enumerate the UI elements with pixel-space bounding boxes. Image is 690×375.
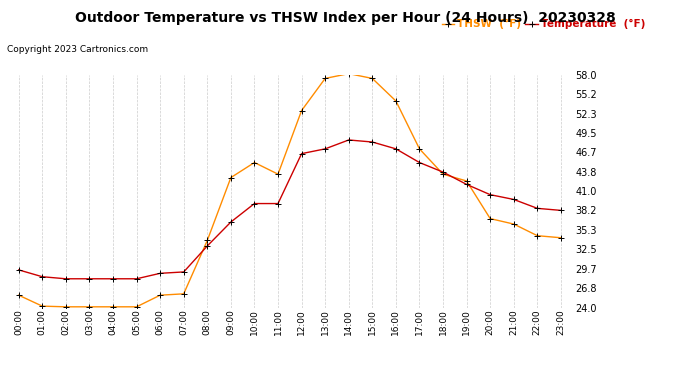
- Temperature  (°F): [415, 160, 424, 165]
- Temperature  (°F): [486, 192, 494, 197]
- Temperature  (°F): [368, 140, 377, 144]
- Temperature  (°F): [297, 152, 306, 156]
- Temperature  (°F): [14, 268, 23, 272]
- THSW  (°F): [415, 147, 424, 151]
- THSW  (°F): [439, 172, 447, 176]
- THSW  (°F): [274, 172, 282, 176]
- THSW  (°F): [368, 76, 377, 81]
- THSW  (°F): [132, 304, 141, 309]
- THSW  (°F): [462, 179, 471, 183]
- THSW  (°F): [486, 216, 494, 221]
- Temperature  (°F): [203, 244, 211, 248]
- THSW  (°F): [14, 293, 23, 297]
- THSW  (°F): [250, 160, 259, 165]
- Temperature  (°F): [38, 274, 46, 279]
- THSW  (°F): [557, 236, 565, 240]
- THSW  (°F): [392, 99, 400, 103]
- THSW  (°F): [297, 108, 306, 113]
- THSW  (°F): [533, 234, 542, 238]
- Temperature  (°F): [156, 271, 164, 276]
- Temperature  (°F): [179, 270, 188, 274]
- THSW  (°F): [344, 71, 353, 76]
- Temperature  (°F): [321, 147, 329, 151]
- Temperature  (°F): [439, 170, 447, 174]
- Temperature  (°F): [274, 201, 282, 206]
- Line: Temperature  (°F): Temperature (°F): [16, 137, 564, 282]
- THSW  (°F): [109, 304, 117, 309]
- Temperature  (°F): [392, 147, 400, 151]
- Text: Copyright 2023 Cartronics.com: Copyright 2023 Cartronics.com: [7, 45, 148, 54]
- Text: Outdoor Temperature vs THSW Index per Hour (24 Hours)  20230328: Outdoor Temperature vs THSW Index per Ho…: [75, 11, 615, 25]
- Temperature  (°F): [557, 208, 565, 213]
- THSW  (°F): [156, 293, 164, 297]
- Temperature  (°F): [227, 220, 235, 224]
- THSW  (°F): [321, 76, 329, 81]
- THSW  (°F): [227, 176, 235, 180]
- THSW  (°F): [61, 304, 70, 309]
- Temperature  (°F): [86, 276, 94, 281]
- THSW  (°F): [179, 292, 188, 296]
- Line: THSW  (°F): THSW (°F): [16, 71, 564, 310]
- Temperature  (°F): [462, 182, 471, 187]
- Temperature  (°F): [533, 206, 542, 211]
- Temperature  (°F): [250, 201, 259, 206]
- Temperature  (°F): [510, 197, 518, 202]
- THSW  (°F): [86, 304, 94, 309]
- THSW  (°F): [510, 222, 518, 226]
- Legend: THSW  (°F), Temperature  (°F): THSW (°F), Temperature (°F): [437, 15, 649, 33]
- Temperature  (°F): [132, 276, 141, 281]
- THSW  (°F): [38, 304, 46, 308]
- Temperature  (°F): [109, 276, 117, 281]
- Temperature  (°F): [61, 276, 70, 281]
- THSW  (°F): [203, 238, 211, 243]
- Temperature  (°F): [344, 138, 353, 142]
